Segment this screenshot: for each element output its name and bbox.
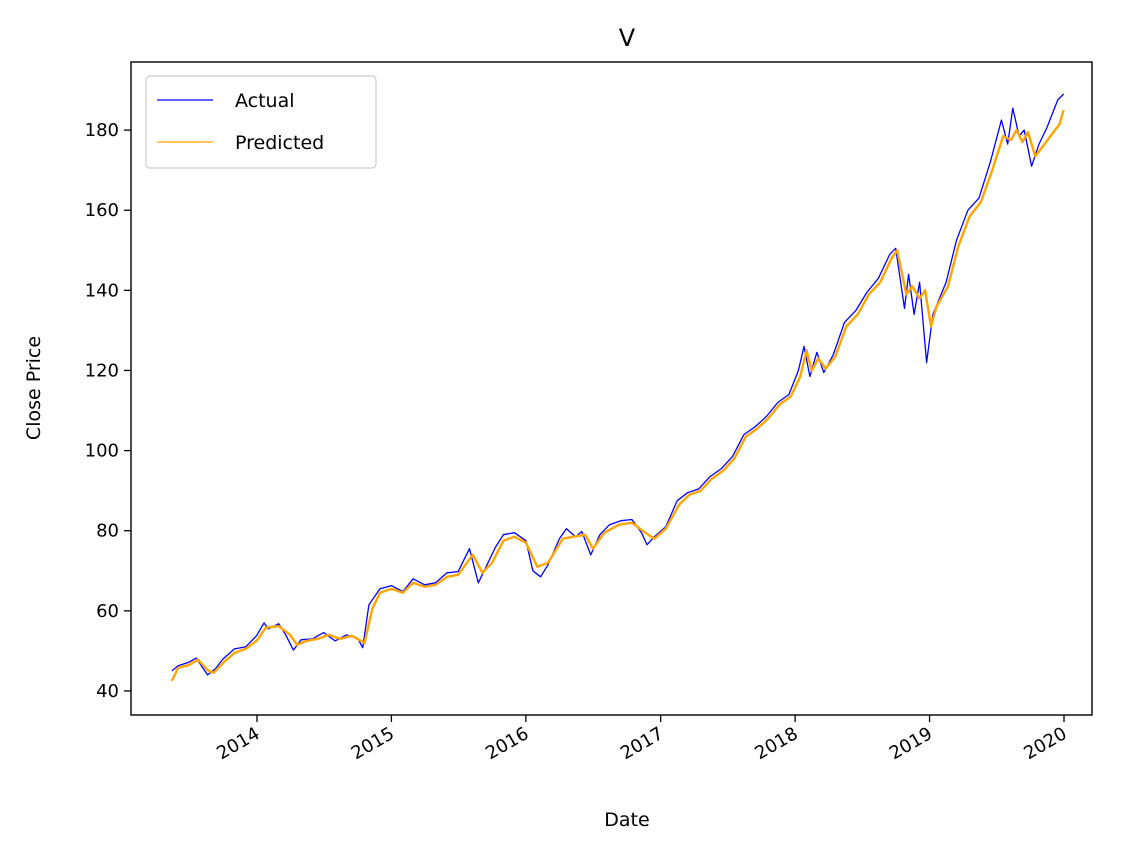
chart-title: V (619, 24, 636, 52)
legend-label-actual: Actual (235, 90, 295, 112)
y-tick-label: 160 (85, 200, 119, 221)
y-tick-label: 100 (85, 441, 119, 462)
y-tick-label: 120 (85, 360, 119, 381)
x-axis-label: Date (604, 809, 649, 831)
series-line-actual (171, 93, 1065, 676)
y-tick-label: 140 (85, 280, 119, 301)
series-layer (170, 93, 1065, 682)
y-tick-label: 40 (96, 681, 119, 702)
series-line-predicted (170, 109, 1065, 682)
legend: Actual Predicted (145, 75, 377, 169)
y-axis: 40 60 80 100 120 140 160 180 (85, 120, 131, 702)
y-tick-label: 80 (96, 521, 119, 542)
legend-box (145, 75, 377, 169)
y-tick-label: 180 (85, 120, 119, 141)
y-axis-label: Close Price (23, 336, 45, 440)
y-tick-label: 60 (96, 601, 119, 622)
legend-label-predicted: Predicted (235, 132, 324, 154)
plot-frame (130, 61, 1093, 716)
